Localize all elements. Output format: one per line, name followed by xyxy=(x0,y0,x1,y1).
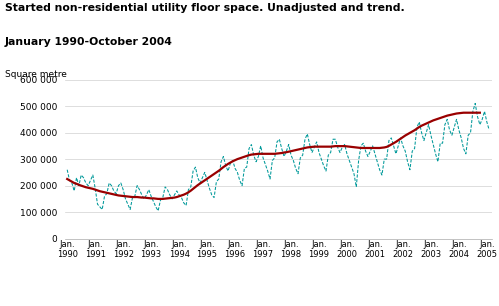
Text: Started non-residential utility floor space. Unadjusted and trend.: Started non-residential utility floor sp… xyxy=(5,3,405,13)
Text: January 1990-October 2004: January 1990-October 2004 xyxy=(5,37,173,47)
Legend: Non-residential utility floor space,
unadjusted, Non-residential utility floor s: Non-residential utility floor space, una… xyxy=(65,303,411,306)
Text: Square metre: Square metre xyxy=(5,70,67,79)
